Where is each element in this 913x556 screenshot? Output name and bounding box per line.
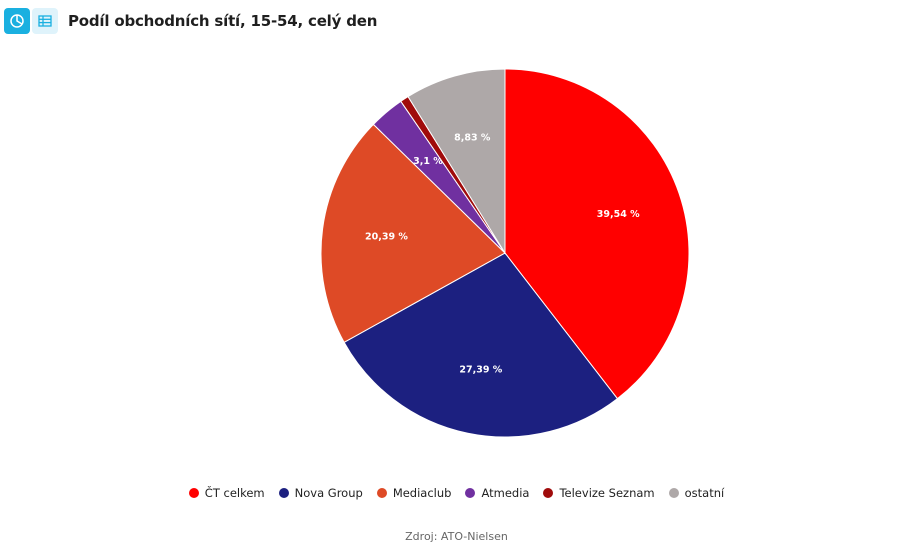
slice-label-0: 39,54 % xyxy=(597,209,640,220)
table-view-button[interactable] xyxy=(32,8,58,34)
pie-slice-5[interactable] xyxy=(407,68,506,255)
slice-label-2: 20,39 % xyxy=(365,232,408,243)
source-note: Zdroj: ATO-Nielsen xyxy=(405,530,508,543)
chart-legend: ČT celkem Nova Group Mediaclub Atmedia Telev… xyxy=(0,486,913,500)
legend-marker xyxy=(465,488,476,498)
legend-label: Televize Seznam xyxy=(559,486,655,500)
legend-marker xyxy=(668,488,679,498)
chart-view-button[interactable] xyxy=(4,8,30,34)
legend-item-5[interactable]: ostatní xyxy=(668,486,725,500)
legend-item-4[interactable]: Televize Seznam xyxy=(543,486,655,500)
table-icon xyxy=(38,15,52,27)
legend-marker xyxy=(543,488,554,498)
pie-chart: 39,54 % 27,39 % 20,39 % 3,1 % 8,83 % xyxy=(320,68,690,438)
view-toolbar xyxy=(4,8,58,34)
pie-slice-2[interactable] xyxy=(320,123,506,344)
chart-title: Podíl obchodních sítí, 15-54, celý den xyxy=(68,12,378,30)
legend-item-0[interactable]: ČT celkem xyxy=(188,486,265,500)
legend-item-1[interactable]: Nova Group xyxy=(278,486,363,500)
legend-marker xyxy=(278,488,289,498)
pie-slice-0[interactable] xyxy=(504,68,690,400)
legend-marker xyxy=(376,488,387,498)
legend-label: Mediaclub xyxy=(392,486,452,500)
legend-label: ostatní xyxy=(684,486,725,500)
legend-item-2[interactable]: Mediaclub xyxy=(376,486,452,500)
slice-label-1: 27,39 % xyxy=(459,365,502,376)
legend-label: ČT celkem xyxy=(204,486,265,500)
legend-item-3[interactable]: Atmedia xyxy=(465,486,529,500)
pie-chart-icon xyxy=(10,14,24,28)
legend-label: Nova Group xyxy=(294,486,363,500)
pie-slice-1[interactable] xyxy=(343,252,619,438)
legend-label: Atmedia xyxy=(481,486,530,500)
legend-marker xyxy=(188,488,199,498)
slice-label-5: 8,83 % xyxy=(454,132,491,143)
slice-label-3: 3,1 % xyxy=(413,156,443,167)
